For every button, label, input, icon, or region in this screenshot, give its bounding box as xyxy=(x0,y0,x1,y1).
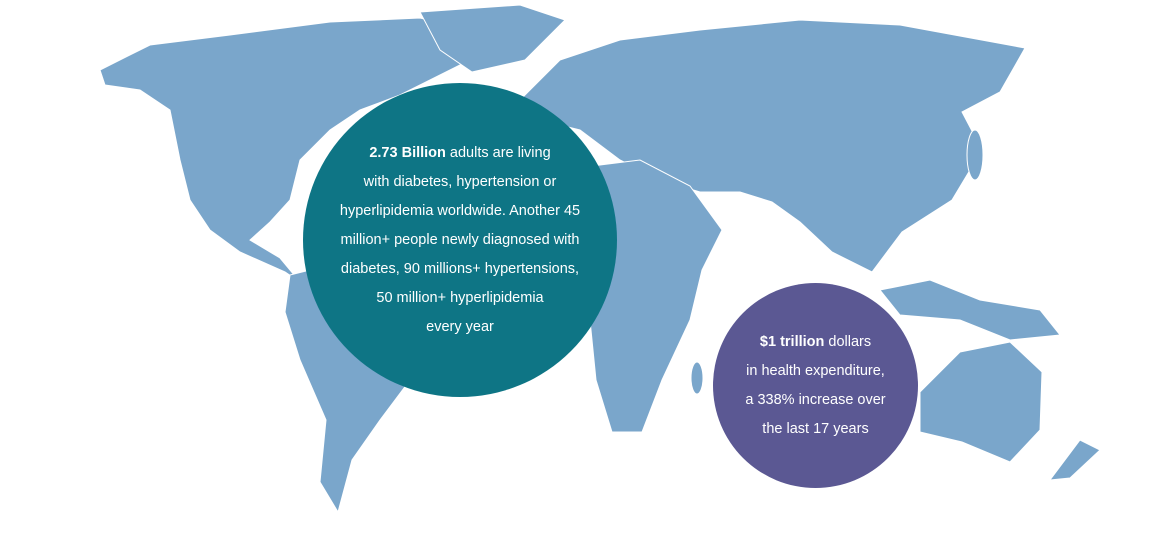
callout-line: hyperlipidemia worldwide. Another 45 xyxy=(340,197,580,226)
callout-line: every year xyxy=(426,313,494,342)
callout-text: in health expenditure, xyxy=(746,362,885,379)
callout-text: with diabetes, hypertension or xyxy=(363,173,557,190)
callout-text: 50 million+ hyperlipidemia xyxy=(376,289,544,306)
callout-line: diabetes, 90 millions+ hypertensions, xyxy=(341,255,579,284)
callout-line: 50 million+ hyperlipidemia xyxy=(376,284,543,313)
callout-text: dollars xyxy=(828,333,872,350)
callout-line: a 338% increase over xyxy=(745,386,885,415)
callout-text: the last 17 years xyxy=(762,420,869,437)
callout: $1 trillion dollars in health expenditure,… xyxy=(713,283,918,488)
new-zealand xyxy=(1048,439,1101,481)
greenland xyxy=(419,4,566,73)
australia xyxy=(919,341,1043,463)
callout-text: diabetes, 90 millions+ hypertensions, xyxy=(340,260,580,277)
callout-line: $1 trillion dollars xyxy=(760,328,871,357)
callout-line: in health expenditure, xyxy=(746,357,885,386)
callout-text: adults are living xyxy=(449,144,551,161)
callout: 2.73 Billion adults are living with diabet… xyxy=(303,83,617,397)
callout-text: a 338% increase over xyxy=(745,391,886,408)
callout-line: 2.73 Billion adults are living xyxy=(369,139,550,168)
callout-highlight: 2.73 Billion xyxy=(369,144,446,161)
southeast-asia xyxy=(879,279,1061,341)
callout-text: every year xyxy=(426,318,494,335)
callout-line: with diabetes, hypertension or xyxy=(364,168,557,197)
callout-text: million+ people newly diagnosed with xyxy=(340,231,580,248)
callout-line: million+ people newly diagnosed with xyxy=(341,226,580,255)
callout-highlight: $1 trillion xyxy=(759,333,825,350)
madagascar xyxy=(690,361,704,395)
callout-line: the last 17 years xyxy=(762,415,868,444)
callout-text: hyperlipidemia worldwide. Another 45 xyxy=(339,202,581,219)
japan xyxy=(966,129,984,181)
